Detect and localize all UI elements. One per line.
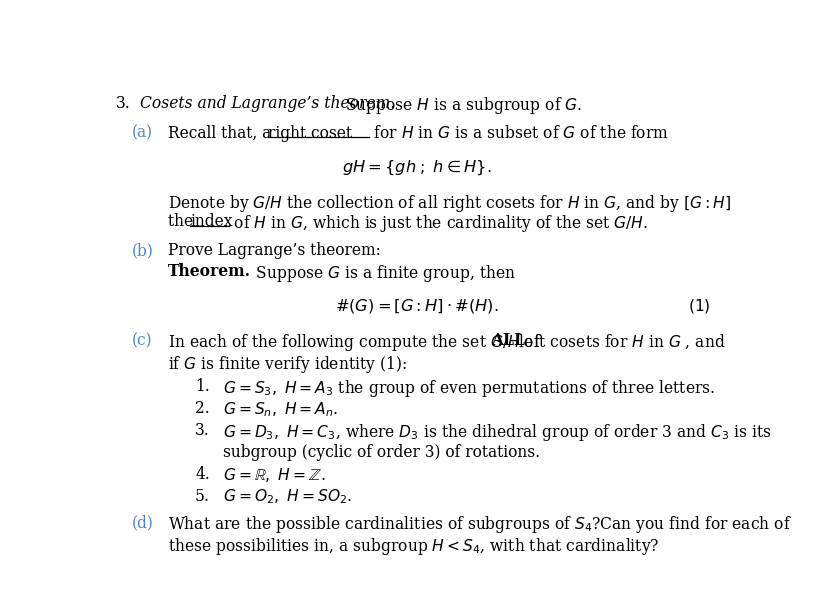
Text: (b): (b) bbox=[132, 242, 154, 259]
Text: $G = O_2,\ H = SO_2$.: $G = O_2,\ H = SO_2$. bbox=[223, 487, 352, 506]
Text: 5.: 5. bbox=[195, 487, 210, 505]
Text: 3.: 3. bbox=[195, 422, 210, 439]
Text: Theorem.: Theorem. bbox=[168, 263, 251, 280]
Text: $G = S_3,\ H = A_3$ the group of even permutations of three letters.: $G = S_3,\ H = A_3$ the group of even pe… bbox=[223, 378, 715, 399]
Text: $G = D_3,\ H = C_3$, where $D_3$ is the dihedral group of order 3 and $C_3$ is i: $G = D_3,\ H = C_3$, where $D_3$ is the … bbox=[223, 422, 772, 443]
Text: $\#(G) = [G : H] \cdot \#(H).$: $\#(G) = [G : H] \cdot \#(H).$ bbox=[335, 297, 499, 315]
Text: In each of the following compute the set $G/H$ of: In each of the following compute the set… bbox=[168, 333, 542, 354]
Text: $(1)$: $(1)$ bbox=[689, 297, 711, 315]
Text: subgroup (cyclic of order 3) of rotations.: subgroup (cyclic of order 3) of rotation… bbox=[223, 444, 540, 461]
Text: Cosets and Lagrange’s theorem.: Cosets and Lagrange’s theorem. bbox=[140, 95, 395, 111]
Text: What are the possible cardinalities of subgroups of $S_4$?Can you find for each : What are the possible cardinalities of s… bbox=[168, 514, 792, 535]
Text: $G = S_n,\ H = A_n$.: $G = S_n,\ H = A_n$. bbox=[223, 400, 338, 419]
Text: if $G$ is finite verify identity (1):: if $G$ is finite verify identity (1): bbox=[168, 354, 407, 375]
Text: (a): (a) bbox=[132, 124, 153, 142]
Text: of $H$ in $G$, which is just the cardinality of the set $G/H$.: of $H$ in $G$, which is just the cardina… bbox=[230, 213, 648, 234]
Text: Suppose $H$ is a subgroup of $G$.: Suppose $H$ is a subgroup of $G$. bbox=[344, 95, 582, 116]
Text: 1.: 1. bbox=[195, 378, 210, 395]
Text: (d): (d) bbox=[132, 514, 154, 531]
Text: $gH = \{gh\;;\;h \in H\}.$: $gH = \{gh\;;\;h \in H\}.$ bbox=[343, 158, 492, 177]
Text: index: index bbox=[190, 213, 233, 230]
Text: left cosets for $H$ in $G$ , and: left cosets for $H$ in $G$ , and bbox=[514, 333, 725, 351]
Text: for $H$ in $G$ is a subset of $G$ of the form: for $H$ in $G$ is a subset of $G$ of the… bbox=[370, 124, 669, 142]
Text: 2.: 2. bbox=[195, 400, 210, 417]
Text: ALL: ALL bbox=[492, 333, 526, 349]
Text: Denote by $G/H$ the collection of all right cosets for $H$ in $G$, and by $[G : : Denote by $G/H$ the collection of all ri… bbox=[168, 192, 731, 214]
Text: (c): (c) bbox=[132, 333, 153, 349]
Text: Prove Lagrange’s theorem:: Prove Lagrange’s theorem: bbox=[168, 242, 381, 259]
Text: right coset: right coset bbox=[269, 124, 352, 142]
Text: 4.: 4. bbox=[195, 466, 210, 483]
Text: Recall that, a: Recall that, a bbox=[168, 124, 276, 142]
Text: Suppose $G$ is a finite group, then: Suppose $G$ is a finite group, then bbox=[246, 263, 515, 284]
Text: the: the bbox=[168, 213, 198, 230]
Text: $G = \mathbb{R},\ H = \mathbb{Z}$.: $G = \mathbb{R},\ H = \mathbb{Z}$. bbox=[223, 466, 326, 484]
Text: these possibilities in, a subgroup $H < S_4$, with that cardinality?: these possibilities in, a subgroup $H < … bbox=[168, 536, 659, 557]
Text: 3.: 3. bbox=[116, 95, 130, 111]
